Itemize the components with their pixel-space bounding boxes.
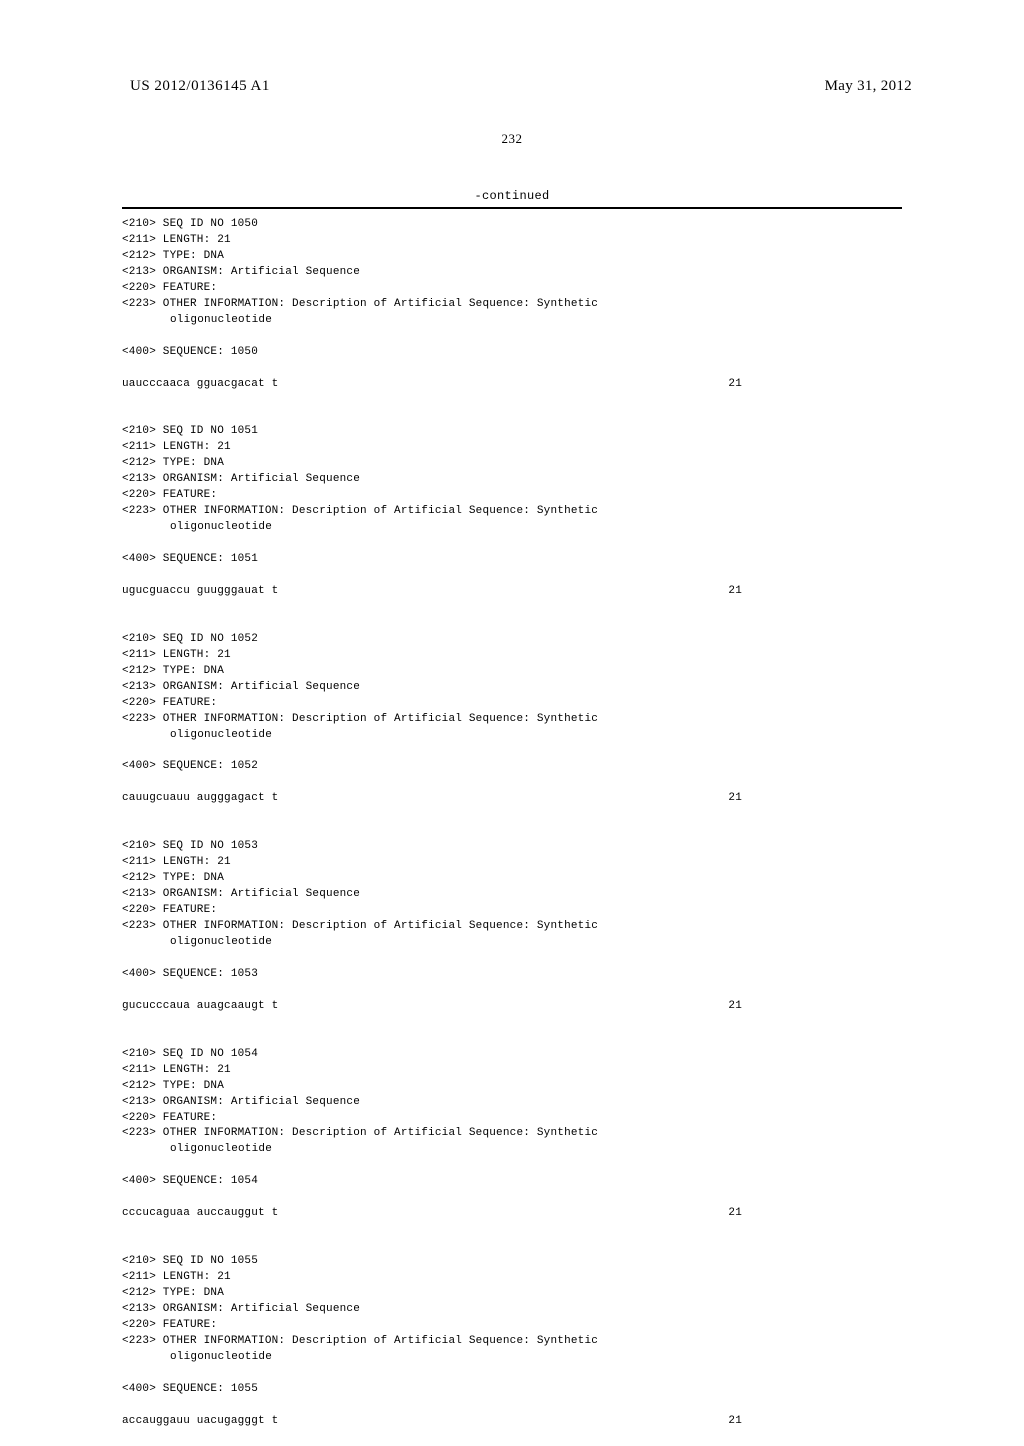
sequence-text: gucucccaua auagcaaugt t [122,999,278,1015]
seq-label-line: <400> SEQUENCE: 1055 [122,1382,902,1398]
seq-meta-line: <220> FEATURE: [122,488,902,504]
seq-meta-line: <223> OTHER INFORMATION: Description of … [122,297,902,313]
seq-meta-line: <210> SEQ ID NO 1053 [122,839,902,855]
seq-oligo-line: oligonucleotide [122,1142,902,1158]
seq-meta-line: <211> LENGTH: 21 [122,233,902,249]
sequence-length-value: 21 [728,999,742,1015]
seq-label-line: <400> SEQUENCE: 1050 [122,345,902,361]
seq-meta-line: <211> LENGTH: 21 [122,855,902,871]
sequence-length-value: 21 [728,1206,742,1222]
seq-label-line: <400> SEQUENCE: 1053 [122,967,902,983]
sequence-text: uaucccaaca gguacgacat t [122,377,278,393]
seq-meta-line: <213> ORGANISM: Artificial Sequence [122,680,902,696]
sequence-row: uaucccaaca gguacgacat t 21 [122,377,742,393]
sequence-length-value: 21 [728,791,742,807]
sequence-row: cauugcuauu augggagact t 21 [122,791,742,807]
publication-number: US 2012/0136145 A1 [130,78,270,95]
seq-meta-line: <210> SEQ ID NO 1055 [122,1254,902,1270]
sequence-length-value: 21 [728,377,742,393]
seq-meta-line: <211> LENGTH: 21 [122,1270,902,1286]
seq-meta-line: <220> FEATURE: [122,696,902,712]
sequence-row: ugucguaccu guugggauat t 21 [122,584,742,600]
seq-oligo-line: oligonucleotide [122,520,902,536]
seq-meta-line: <220> FEATURE: [122,1111,902,1127]
sequence-row: gucucccaua auagcaaugt t 21 [122,999,742,1015]
seq-meta-line: <213> ORGANISM: Artificial Sequence [122,1095,902,1111]
sequence-text: cauugcuauu augggagact t [122,791,278,807]
seq-meta-line: <220> FEATURE: [122,903,902,919]
seq-meta-line: <211> LENGTH: 21 [122,648,902,664]
seq-meta-line: <211> LENGTH: 21 [122,440,902,456]
sequence-entry: <210> SEQ ID NO 1050<211> LENGTH: 21<212… [122,217,902,408]
sequence-length-value: 21 [728,1414,742,1430]
seq-meta-line: <223> OTHER INFORMATION: Description of … [122,712,902,728]
seq-meta-line: <212> TYPE: DNA [122,871,902,887]
continued-label: -continued [0,189,1024,203]
sequence-entry: <210> SEQ ID NO 1054<211> LENGTH: 21<212… [122,1047,902,1238]
seq-meta-line: <212> TYPE: DNA [122,1079,902,1095]
sequence-listing: <210> SEQ ID NO 1050<211> LENGTH: 21<212… [0,209,1024,1446]
sequence-row: accauggauu uacugagggt t 21 [122,1414,742,1430]
seq-meta-line: <210> SEQ ID NO 1052 [122,632,902,648]
seq-meta-line: <223> OTHER INFORMATION: Description of … [122,504,902,520]
seq-meta-line: <220> FEATURE: [122,281,902,297]
page-number: 232 [0,131,1024,147]
sequence-entry: <210> SEQ ID NO 1051<211> LENGTH: 21<212… [122,424,902,615]
seq-meta-line: <211> LENGTH: 21 [122,1063,902,1079]
sequence-entry: <210> SEQ ID NO 1055<211> LENGTH: 21<212… [122,1254,902,1445]
seq-label-line: <400> SEQUENCE: 1051 [122,552,902,568]
seq-meta-line: <213> ORGANISM: Artificial Sequence [122,887,902,903]
seq-meta-line: <212> TYPE: DNA [122,249,902,265]
sequence-text: ugucguaccu guugggauat t [122,584,278,600]
sequence-entry: <210> SEQ ID NO 1053<211> LENGTH: 21<212… [122,839,902,1030]
seq-meta-line: <212> TYPE: DNA [122,1286,902,1302]
seq-meta-line: <212> TYPE: DNA [122,664,902,680]
sequence-text: cccucaguaa auccauggut t [122,1206,278,1222]
seq-meta-line: <213> ORGANISM: Artificial Sequence [122,1302,902,1318]
seq-meta-line: <213> ORGANISM: Artificial Sequence [122,472,902,488]
seq-meta-line: <223> OTHER INFORMATION: Description of … [122,919,902,935]
seq-meta-line: <212> TYPE: DNA [122,456,902,472]
sequence-entry: <210> SEQ ID NO 1052<211> LENGTH: 21<212… [122,632,902,823]
seq-oligo-line: oligonucleotide [122,728,902,744]
publication-date: May 31, 2012 [825,78,912,95]
seq-meta-line: <220> FEATURE: [122,1318,902,1334]
seq-oligo-line: oligonucleotide [122,935,902,951]
seq-meta-line: <223> OTHER INFORMATION: Description of … [122,1334,902,1350]
page-header: US 2012/0136145 A1 May 31, 2012 [0,0,1024,95]
seq-meta-line: <213> ORGANISM: Artificial Sequence [122,265,902,281]
sequence-row: cccucaguaa auccauggut t 21 [122,1206,742,1222]
sequence-length-value: 21 [728,584,742,600]
seq-meta-line: <210> SEQ ID NO 1054 [122,1047,902,1063]
seq-label-line: <400> SEQUENCE: 1054 [122,1174,902,1190]
seq-label-line: <400> SEQUENCE: 1052 [122,759,902,775]
seq-meta-line: <210> SEQ ID NO 1051 [122,424,902,440]
seq-oligo-line: oligonucleotide [122,1350,902,1366]
seq-meta-line: <223> OTHER INFORMATION: Description of … [122,1126,902,1142]
sequence-text: accauggauu uacugagggt t [122,1414,278,1430]
seq-meta-line: <210> SEQ ID NO 1050 [122,217,902,233]
seq-oligo-line: oligonucleotide [122,313,902,329]
